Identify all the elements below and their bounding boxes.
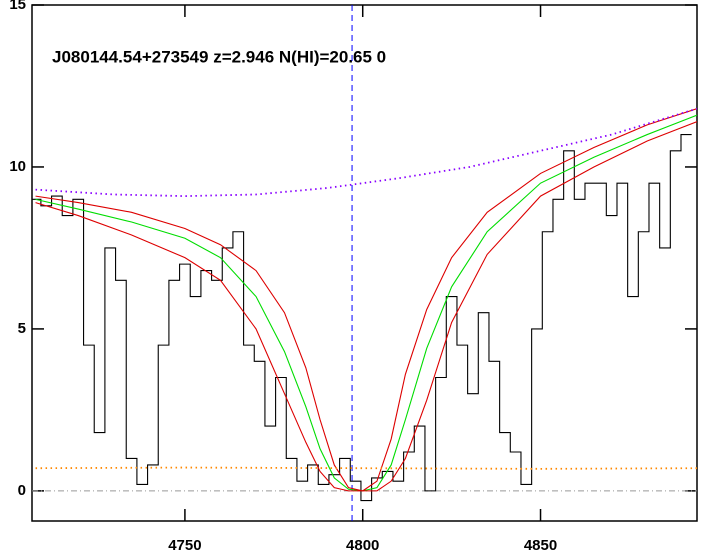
y-tick-label: 10 (9, 158, 26, 175)
series-line (35, 108, 697, 492)
plot-frame (31, 4, 698, 522)
series-line (35, 114, 697, 492)
y-tick-label: 5 (18, 320, 26, 337)
y-tick-label: 15 (9, 0, 26, 13)
x-tick-label: 4750 (168, 537, 201, 554)
chart-title: J080144.54+273549 z=2.946 N(HI)=20.65 0 (52, 47, 386, 66)
series-line (35, 466, 697, 470)
series-line (32, 134, 692, 502)
series-line (35, 107, 697, 198)
x-tick-label: 4850 (524, 537, 557, 554)
x-tick-label: 4800 (346, 537, 379, 554)
y-tick-label: 0 (18, 482, 26, 499)
series-line (35, 121, 697, 492)
